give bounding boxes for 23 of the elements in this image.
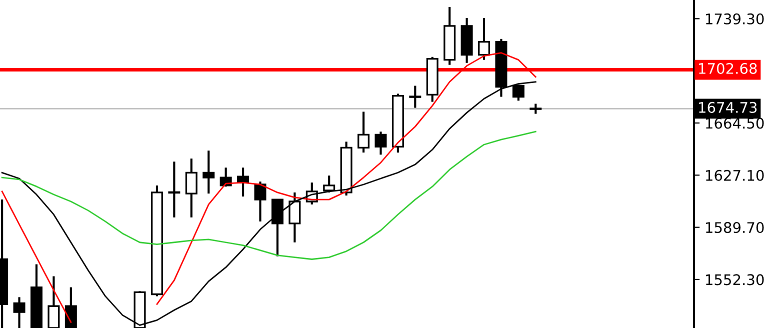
- ref-line-label: 1702.68: [699, 62, 757, 74]
- candlestick: [288, 191, 301, 244]
- candlestick: [271, 198, 284, 258]
- candlestick: [168, 160, 180, 218]
- line-series: [1, 130, 536, 260]
- candlestick: [358, 110, 370, 154]
- y-tick-label: 1552.30: [706, 274, 764, 286]
- candlestick: [64, 286, 77, 328]
- candlestick: [374, 130, 387, 156]
- candlestick: [530, 102, 542, 115]
- y-tick-label: 1739.30: [706, 13, 764, 24]
- ref-line-label: 1674.73: [699, 102, 757, 113]
- candlestick: [13, 296, 26, 328]
- y-tick-label: 1589.70: [706, 222, 764, 234]
- y-tick-label: 1627.10: [706, 170, 764, 181]
- candlestick: [478, 16, 490, 61]
- candlestick: [185, 158, 198, 218]
- candlestick: [254, 180, 266, 222]
- candlestick: [323, 174, 336, 194]
- candlestick: [48, 275, 60, 328]
- candlestick: [202, 150, 215, 195]
- candlestick: [409, 84, 422, 109]
- candlestick: [512, 84, 524, 102]
